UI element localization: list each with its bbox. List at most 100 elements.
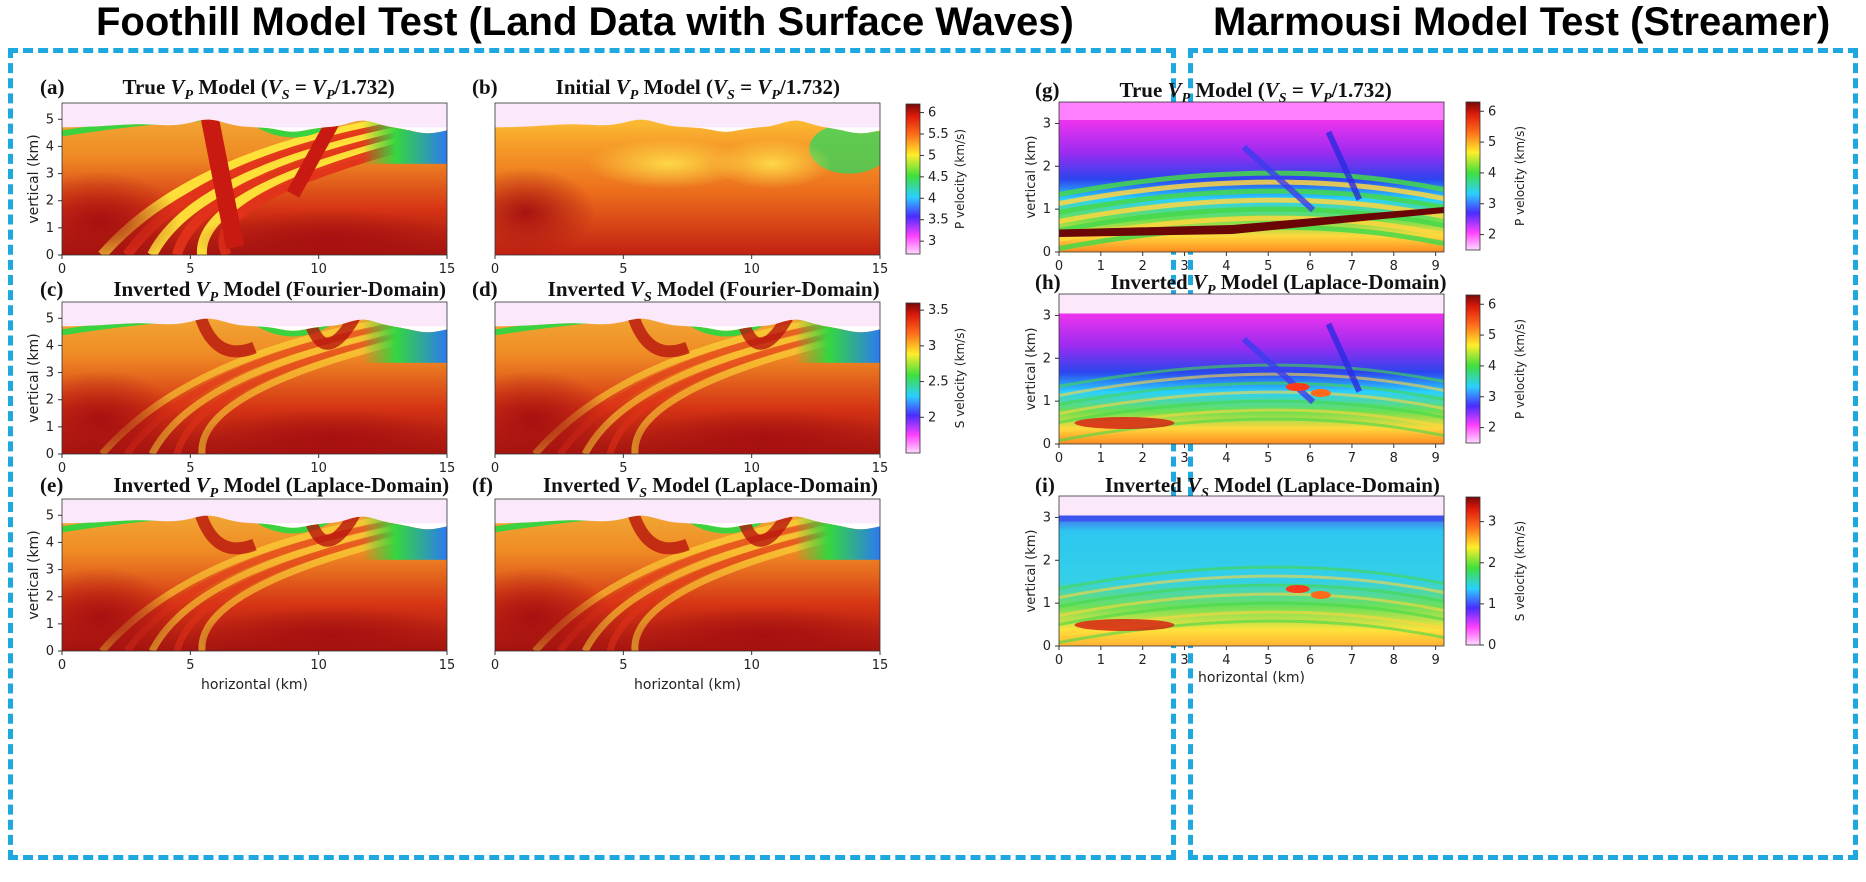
y-axis-label: vertical (km) xyxy=(26,134,42,223)
x-tick-label: 5 xyxy=(619,658,627,673)
colorbar-scale xyxy=(905,302,921,454)
air-layer xyxy=(495,302,880,327)
x-tick-label: 1 xyxy=(1097,259,1105,274)
y-tick-label: 3 xyxy=(46,167,54,182)
subsurface xyxy=(62,318,447,454)
air-layer xyxy=(495,103,880,128)
y-tick-label: 5 xyxy=(46,508,54,523)
left-axes-2: 0 5 10 15 0 1 2 3 4 5 vertical (km) xyxy=(26,311,455,476)
x-tick-label: 5 xyxy=(186,461,194,476)
panel-title-text: Inverted VP Model (Laplace-Domain) xyxy=(1110,270,1447,299)
air-layer xyxy=(62,302,447,327)
colorbar-label: P velocity (km/s) xyxy=(953,129,967,229)
x-tick-label: 5 xyxy=(1264,451,1272,466)
x-tick-label: 10 xyxy=(743,658,760,673)
colorbar-tick-label: 3 xyxy=(1488,390,1496,405)
foothill-image-4 xyxy=(61,498,448,652)
y-tick-label: 4 xyxy=(46,338,54,353)
y-tick-label: 2 xyxy=(1043,553,1051,568)
colorbar-tick-label: 3.5 xyxy=(928,303,949,318)
x-tick-label: 0 xyxy=(491,262,499,277)
panel-label: (f) xyxy=(472,473,493,497)
subsurface xyxy=(495,515,880,651)
panel-title-text: Inverted VS Model (Fourier-Domain) xyxy=(547,277,880,306)
colorbar-scale xyxy=(1465,496,1481,646)
y-axis-label: vertical (km) xyxy=(1024,328,1039,411)
y-tick-label: 0 xyxy=(1043,437,1051,452)
x-tick-label: 4 xyxy=(1222,259,1230,274)
colorbar-tick-label: 1 xyxy=(1488,597,1496,612)
y-tick-label: 3 xyxy=(46,366,54,381)
foothill-image-3 xyxy=(494,301,881,455)
left-axes-0: 0 5 10 15 0 1 2 3 4 5 vertical (km) xyxy=(26,112,455,277)
panel-title-f: (f) Inverted VS Model (Laplace-Domain) xyxy=(472,473,878,502)
axes-frame xyxy=(494,102,881,256)
foothill-image-1 xyxy=(494,102,881,256)
panel-title-text: Inverted VS Model (Laplace-Domain) xyxy=(542,473,879,502)
x-tick-label: 15 xyxy=(872,262,889,277)
y-tick-label: 1 xyxy=(1043,394,1051,409)
x-tick-label: 15 xyxy=(439,658,456,673)
x-tick-label: 0 xyxy=(491,461,499,476)
y-tick-label: 1 xyxy=(46,617,54,632)
panel-title-text: Inverted VP Model (Fourier-Domain) xyxy=(113,277,446,306)
x-axis-label: horizontal (km) xyxy=(201,677,308,693)
x-tick-label: 0 xyxy=(1055,653,1063,668)
axes-frame xyxy=(1058,495,1445,647)
panel-label: (h) xyxy=(1035,270,1061,294)
colorbar-tick-label: 0 xyxy=(1488,638,1496,653)
colorbar-scale xyxy=(1465,294,1481,444)
x-tick-label: 10 xyxy=(743,461,760,476)
y-tick-label: 5 xyxy=(46,311,54,326)
axes-frame xyxy=(494,498,881,652)
colorbar-tick-label: 5 xyxy=(1488,135,1496,150)
colorbar-tick-label: 4.5 xyxy=(928,170,949,185)
colorbar-tick-label: 3 xyxy=(928,234,936,249)
x-tick-label: 6 xyxy=(1306,259,1314,274)
axes-frame xyxy=(1058,101,1445,253)
colorbar-2: 2 2.5 3 3.5 S velocity (km/s) xyxy=(905,302,967,454)
y-tick-label: 0 xyxy=(46,248,54,263)
x-tick-label: 15 xyxy=(872,658,889,673)
panel-label: (g) xyxy=(1035,78,1060,102)
colorbar-label: P velocity (km/s) xyxy=(1513,126,1527,226)
colorbar-tick-label: 2 xyxy=(1488,228,1496,243)
x-tick-label: 7 xyxy=(1348,259,1356,274)
panel-title-text: Initial VP Model (VS = VP/1.732) xyxy=(555,75,840,104)
y-tick-label: 1 xyxy=(46,221,54,236)
panel-title-b: (b) Initial VP Model (VS = VP/1.732) xyxy=(472,75,840,104)
y-tick-label: 4 xyxy=(46,535,54,550)
x-tick-label: 3 xyxy=(1180,259,1188,274)
colorbar-label: S velocity (km/s) xyxy=(953,328,967,428)
x-tick-label: 15 xyxy=(872,461,889,476)
colorbar-tick-label: 4 xyxy=(928,191,936,206)
subsurface xyxy=(495,318,880,454)
air-layer xyxy=(495,499,880,524)
colorbar-3: 2 3 4 5 6 P velocity (km/s) xyxy=(1465,101,1527,251)
y-axis-label: vertical (km) xyxy=(26,333,42,422)
x-tick-label: 10 xyxy=(310,658,327,673)
x-tick-label: 6 xyxy=(1306,653,1314,668)
x-tick-label: 0 xyxy=(1055,451,1063,466)
x-tick-label: 5 xyxy=(1264,259,1272,274)
x-tick-label: 10 xyxy=(743,262,760,277)
x-tick-label: 5 xyxy=(186,658,194,673)
panel-title-text: True VP Model (VS = VP/1.732) xyxy=(1119,78,1392,107)
x-tick-label: 5 xyxy=(619,262,627,277)
x-tick-label: 8 xyxy=(1390,451,1398,466)
axes-frame xyxy=(1058,293,1445,445)
x-tick-label: 1 xyxy=(1097,653,1105,668)
x-tick-label: 5 xyxy=(619,461,627,476)
y-tick-label: 0 xyxy=(1043,639,1051,654)
colorbar-scale xyxy=(905,103,921,255)
x-tick-label: 7 xyxy=(1348,451,1356,466)
x-tick-label: 9 xyxy=(1431,451,1439,466)
axes-frame xyxy=(61,301,448,455)
colorbar-4: 2 3 4 5 6 P velocity (km/s) xyxy=(1465,294,1527,444)
colorbar-tick-label: 2 xyxy=(1488,421,1496,436)
colorbar-tick-label: 6 xyxy=(1488,297,1496,312)
y-tick-label: 3 xyxy=(1043,510,1051,525)
air-layer xyxy=(62,499,447,524)
y-tick-label: 0 xyxy=(46,644,54,659)
x-tick-label: 6 xyxy=(1306,451,1314,466)
